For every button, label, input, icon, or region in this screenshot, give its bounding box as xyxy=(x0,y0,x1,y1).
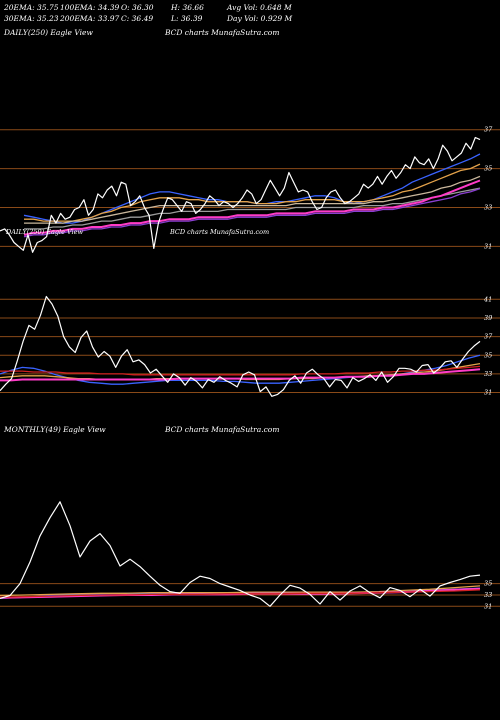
ma-series-0-5 xyxy=(23,187,481,238)
y-tick-label-2-1: 33 xyxy=(484,591,492,599)
y-tick-label-0-3: 31 xyxy=(484,242,492,250)
header-ema100: 100EMA: 34.39 xyxy=(60,3,120,12)
header-high: H: 36.66 xyxy=(171,3,204,12)
y-tick-label-1-4: 33 xyxy=(484,370,492,378)
price-line-0 xyxy=(0,136,481,253)
header-low: L: 36.39 xyxy=(171,14,203,23)
header-ema30: 30EMA: 35.23 xyxy=(4,14,59,23)
price-line-2 xyxy=(0,501,481,607)
ma-series-0-4 xyxy=(23,179,481,236)
y-tick-label-0-0: 37 xyxy=(484,126,493,134)
y-tick-label-1-1: 39 xyxy=(484,314,492,322)
header-avg-vol: Avg Vol: 0.648 M xyxy=(227,3,292,12)
ma-series-0-3 xyxy=(24,187,481,230)
y-tick-label-0-2: 33 xyxy=(484,204,492,212)
daily-overlay-label: DAILY(250) Eagle View xyxy=(5,228,83,236)
y-tick-label-2-2: 31 xyxy=(484,602,492,610)
y-tick-label-0-1: 35 xyxy=(484,165,492,173)
header-ema200: 200EMA: 33.97 xyxy=(60,14,120,23)
header-ema20: 20EMA: 35.75 xyxy=(4,3,59,12)
daily-overlay-watermark: BCD charts MunafaSutra.com xyxy=(169,228,269,236)
y-tick-label-1-2: 37 xyxy=(484,333,493,341)
header-day-vol: Day Vol: 0.929 M xyxy=(227,14,293,23)
header-close: C: 36.49 xyxy=(121,14,154,23)
monthly-chart-watermark: BCD charts MunafaSutra.com xyxy=(165,425,280,434)
daily-chart-label: DAILY(250) Eagle View xyxy=(4,28,93,37)
y-tick-label-1-0: 41 xyxy=(483,295,492,303)
ma-series-0-1 xyxy=(24,163,481,222)
y-tick-label-1-5: 31 xyxy=(484,389,492,397)
y-tick-label-1-3: 35 xyxy=(484,351,492,359)
ma-series-1-2 xyxy=(0,368,481,382)
ma-series-2-3 xyxy=(0,589,481,598)
header-open: O: 36.30 xyxy=(121,3,154,12)
ma-series-1-3 xyxy=(0,365,481,376)
monthly-chart-label: MONTHLY(49) Eagle View xyxy=(4,425,106,434)
y-tick-label-2-0: 35 xyxy=(484,580,492,588)
daily-chart-watermark: BCD charts MunafaSutra.com xyxy=(165,28,280,37)
ma-series-0-2 xyxy=(24,175,481,224)
price-line-1 xyxy=(0,295,481,397)
